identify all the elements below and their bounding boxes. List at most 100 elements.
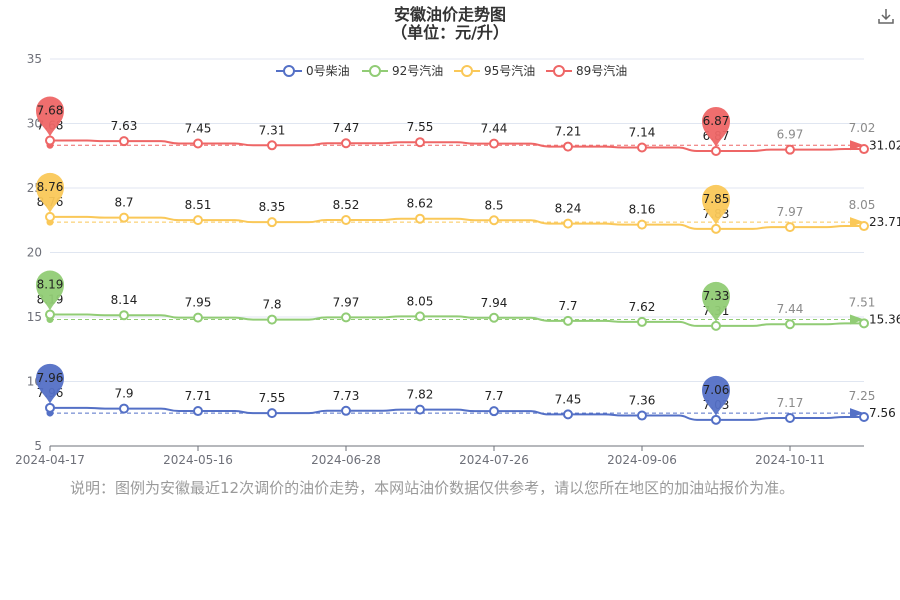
data-point (637, 142, 647, 153)
average-label: 23.71 (869, 215, 900, 229)
legend-item[interactable]: 89号汽油 (546, 63, 627, 78)
data-point (563, 409, 573, 420)
data-point (415, 213, 425, 224)
series-line (50, 406, 864, 421)
max-pin-label: 7.96 (37, 371, 64, 385)
data-point (711, 320, 721, 331)
min-pin-label: 7.06 (703, 383, 730, 397)
legend-item[interactable]: 0号柴油 (276, 64, 350, 78)
data-label: 8.62 (407, 197, 434, 211)
series-line (50, 313, 864, 327)
average-line-arrow (850, 408, 864, 419)
average-label: 15.36 (869, 313, 900, 327)
data-point (637, 316, 647, 327)
legend-swatch-marker (461, 65, 473, 77)
y-tick-label: 5 (34, 439, 42, 453)
data-label: 7.55 (407, 120, 434, 134)
series-group: 31.02 7.68 7.63 7.45 7.31 7.47 7.55 7.44 7.21 7.1… (36, 96, 900, 156)
x-tick-label: 2024-09-06 (607, 453, 677, 467)
data-label: 8.51 (185, 198, 212, 212)
data-point (119, 136, 129, 147)
legend-item[interactable]: 95号汽油 (454, 63, 535, 78)
max-pin-label: 7.68 (37, 104, 64, 118)
data-label: 8.14 (111, 293, 138, 307)
data-point (415, 404, 425, 415)
data-point (119, 403, 129, 414)
y-tick-label: 35 (27, 52, 42, 66)
data-point (267, 314, 277, 325)
chart-title: 安徽油价走势图 (394, 5, 506, 24)
data-label: 8.7 (114, 196, 133, 210)
average-line-arrow (850, 217, 864, 228)
data-label: 7.47 (333, 121, 360, 135)
data-label: 7.55 (259, 391, 286, 405)
max-pin (36, 96, 64, 137)
data-point (415, 137, 425, 148)
data-label: 7.45 (555, 392, 582, 406)
data-point (193, 215, 203, 226)
data-label: 7.82 (407, 388, 434, 402)
legend[interactable]: 0号柴油 92号汽油 95号汽油 89号汽油 (276, 63, 627, 78)
disclaimer-note: 说明：图例为安徽最近12次调价的油价走势，本网站油价数据仅供参考，请以您所在地区… (70, 479, 795, 497)
data-point (341, 312, 351, 323)
data-label: 7.8 (262, 298, 281, 312)
data-point (711, 223, 721, 234)
min-pin-label: 7.85 (703, 192, 730, 206)
data-point (45, 309, 55, 320)
grid-lines (50, 58, 864, 447)
x-tick-label: 2024-07-26 (459, 453, 529, 467)
data-point (637, 219, 647, 230)
series-line (50, 215, 864, 230)
data-point (415, 311, 425, 322)
data-point (489, 138, 499, 149)
data-label: 7.7 (558, 299, 577, 313)
data-point (341, 405, 351, 416)
data-label: 6.97 (777, 128, 804, 142)
data-point (859, 318, 869, 329)
data-label: 7.97 (333, 295, 360, 309)
data-point (859, 144, 869, 155)
data-label: 7.36 (629, 394, 656, 408)
average-line-arrow (850, 140, 864, 151)
data-label: 7.7 (484, 389, 503, 403)
data-point (45, 402, 55, 413)
max-pin (36, 270, 64, 311)
legend-label: 92号汽油 (392, 63, 443, 78)
data-point (785, 144, 795, 155)
y-tick-label: 20 (27, 246, 42, 260)
data-point (45, 211, 55, 222)
legend-item[interactable]: 92号汽油 (362, 63, 443, 78)
data-label: 7.25 (849, 389, 876, 403)
max-pin-label: 8.76 (37, 180, 64, 194)
data-label: 7.44 (481, 122, 508, 136)
max-pin-label: 8.19 (37, 278, 64, 292)
min-pin-label: 6.87 (703, 114, 730, 128)
data-point (489, 215, 499, 226)
data-label: 7.45 (185, 121, 212, 135)
average-line-arrow (850, 314, 864, 325)
data-point (341, 214, 351, 225)
data-point (785, 319, 795, 330)
x-tick-label: 2024-05-16 (163, 453, 233, 467)
min-pin (702, 281, 730, 322)
data-point (489, 406, 499, 417)
average-label: 31.02 (869, 138, 900, 152)
data-point (563, 141, 573, 152)
data-point (563, 315, 573, 326)
data-point (711, 145, 721, 156)
data-point (859, 221, 869, 232)
data-point (193, 138, 203, 149)
average-label: 7.56 (869, 406, 896, 420)
data-label: 7.17 (777, 396, 804, 410)
data-point (119, 310, 129, 321)
legend-swatch-marker (283, 65, 295, 77)
data-point (563, 218, 573, 229)
x-axis: 2024-04-17 2024-05-16 2024-06-28 2024-07-26… (15, 445, 864, 467)
data-point (193, 312, 203, 323)
data-label: 7.31 (259, 123, 286, 137)
download-icon[interactable] (876, 6, 896, 26)
data-label: 8.35 (259, 200, 286, 214)
data-label: 8.05 (849, 198, 876, 212)
legend-label: 89号汽油 (576, 63, 627, 78)
data-label: 7.62 (629, 300, 656, 314)
